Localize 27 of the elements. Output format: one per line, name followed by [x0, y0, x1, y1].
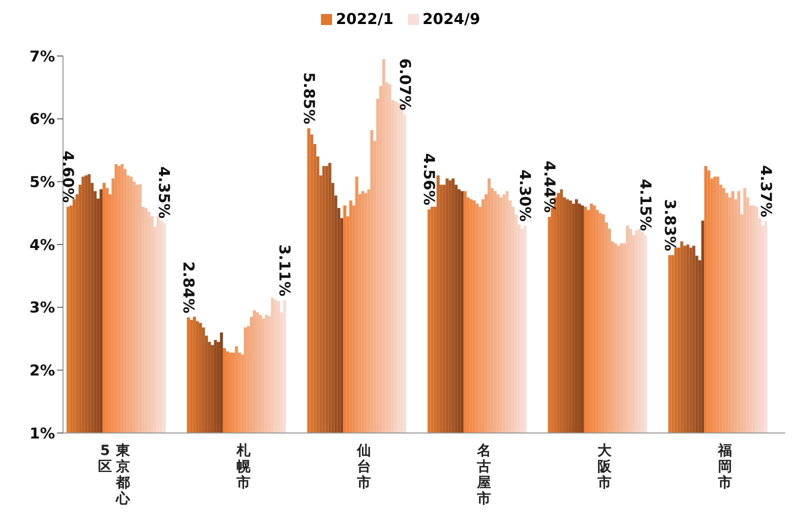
- data-label: 4.37%: [756, 165, 775, 218]
- data-label: 2.84%: [179, 261, 198, 314]
- data-label: 4.35%: [155, 166, 174, 219]
- data-label: 3.83%: [660, 199, 679, 252]
- data-label: 4.56%: [420, 153, 438, 206]
- y-tick-label: 1%: [30, 424, 55, 442]
- y-tick-label: 7%: [30, 47, 55, 66]
- data-label: 6.07%: [396, 58, 414, 110]
- data-label: 5.85%: [300, 72, 318, 124]
- x-tick-label: 名古屋市: [476, 443, 492, 507]
- data-label: 4.15%: [636, 179, 654, 232]
- y-tick-label: 3%: [30, 298, 55, 317]
- x-tick-label: 札幌市: [236, 443, 252, 491]
- data-label: 4.30%: [516, 170, 534, 222]
- x-tick-label: 大阪市: [596, 443, 612, 491]
- category-label: 東京都心5区: [98, 443, 130, 507]
- data-label: 4.44%: [540, 160, 558, 213]
- legend-label: 2024/9: [422, 10, 480, 28]
- x-tick-label: 仙台市: [356, 443, 371, 491]
- x-tick-label: 福岡市: [716, 442, 732, 491]
- y-tick-label: 6%: [30, 110, 55, 128]
- y-tick-label: 2%: [30, 361, 55, 380]
- legend-label: 2022/1: [336, 10, 394, 28]
- data-label: 4.60%: [59, 150, 78, 203]
- y-tick-label: 5%: [30, 172, 55, 191]
- y-tick-label: 4%: [30, 236, 55, 254]
- data-label: 3.11%: [275, 244, 294, 296]
